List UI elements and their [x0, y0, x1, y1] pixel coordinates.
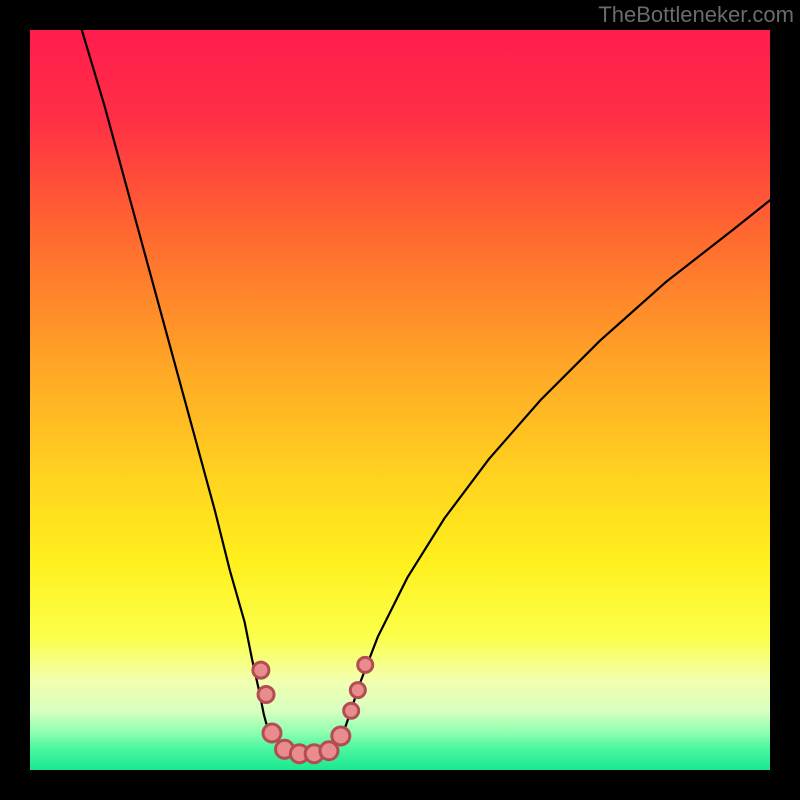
marker-point: [258, 687, 274, 703]
chart-svg: [30, 30, 770, 770]
marker-point: [358, 657, 373, 672]
marker-point: [344, 703, 359, 718]
marker-point: [253, 662, 269, 678]
marker-point: [332, 727, 350, 745]
gradient-background: [30, 30, 770, 770]
outer-frame: TheBottleneker.com: [0, 0, 800, 800]
marker-point: [263, 724, 281, 742]
marker-point: [350, 683, 365, 698]
watermark-text: TheBottleneker.com: [598, 2, 794, 28]
plot-area: [30, 30, 770, 770]
